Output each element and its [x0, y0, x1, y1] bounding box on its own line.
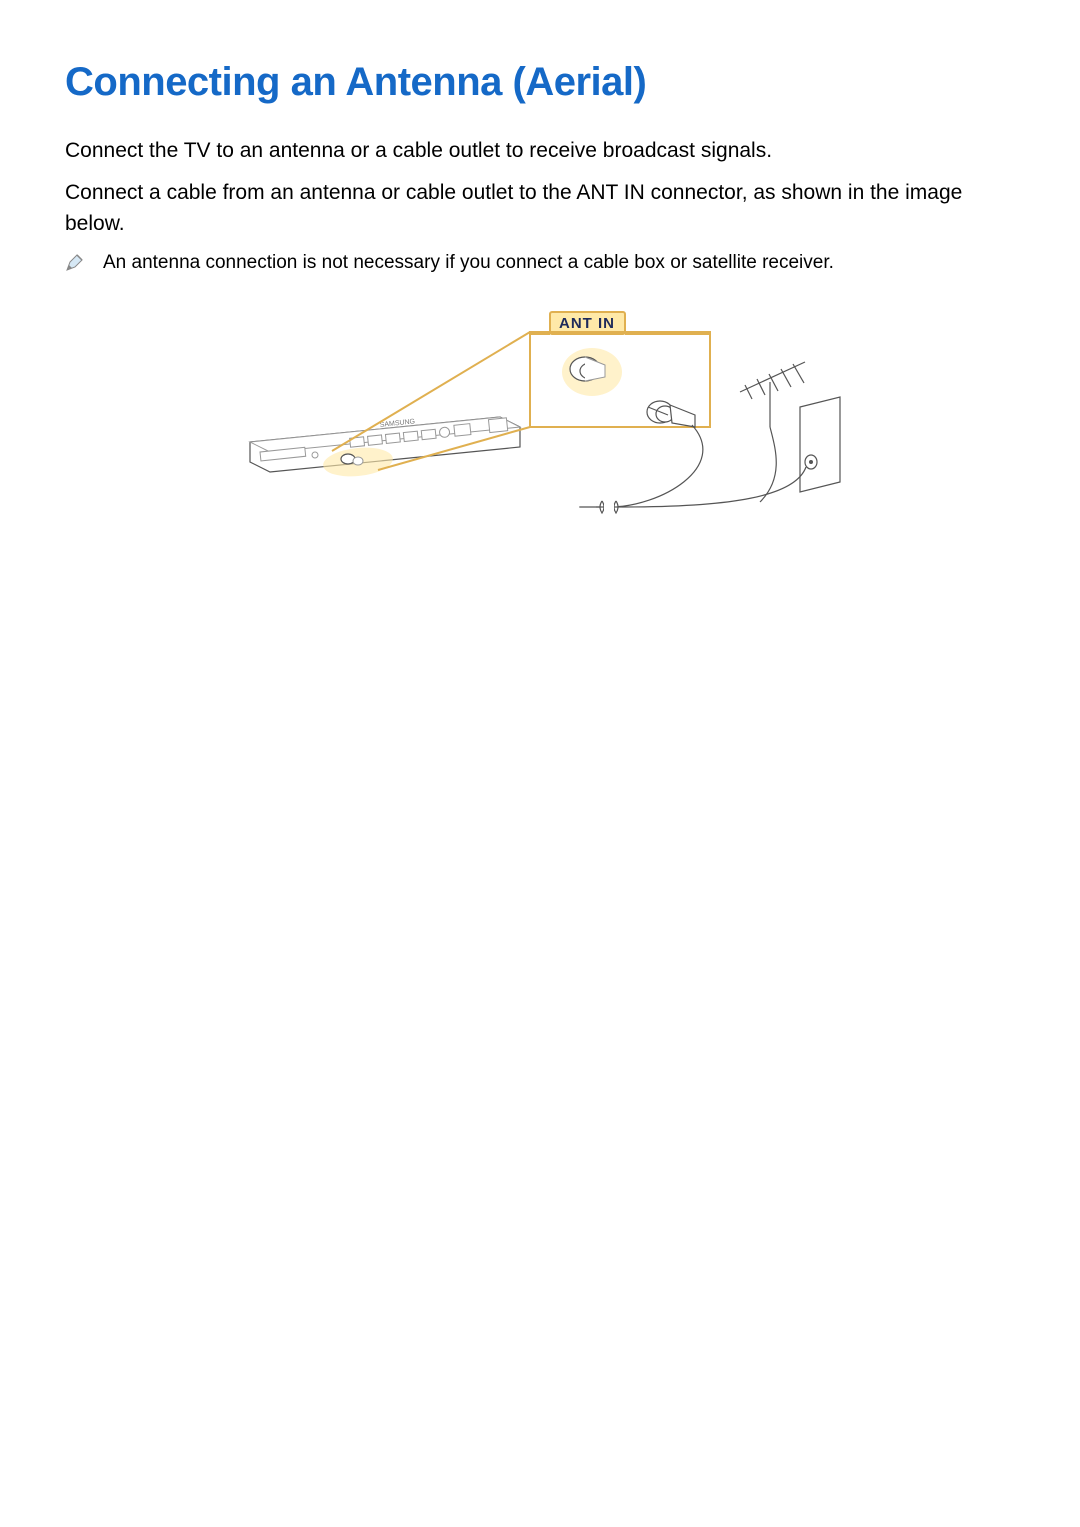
connection-diagram: ANT IN SAMSUNG	[65, 307, 1015, 527]
page-title: Connecting an Antenna (Aerial)	[65, 60, 1015, 105]
manual-page: Connecting an Antenna (Aerial) Connect t…	[0, 0, 1080, 1527]
antenna-icon	[740, 362, 805, 427]
note-row: An antenna connection is not necessary i…	[65, 250, 1015, 277]
coax-plug-icon	[647, 401, 695, 427]
wall-outlet-icon	[800, 397, 840, 492]
pencil-icon	[65, 252, 85, 277]
note-text: An antenna connection is not necessary i…	[103, 250, 834, 277]
intro-paragraph-1: Connect the TV to an antenna or a cable …	[65, 135, 1015, 167]
ant-in-label: ANT IN	[559, 315, 615, 332]
intro-paragraph-2: Connect a cable from an antenna or cable…	[65, 177, 1015, 240]
